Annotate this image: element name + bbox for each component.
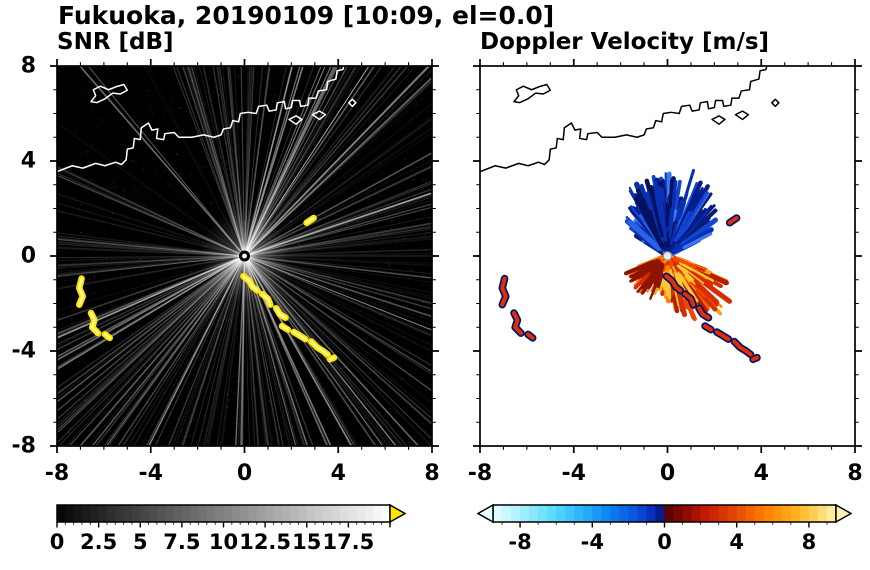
colorbar-tick-label: 0 [657, 530, 672, 554]
colorbar-tick-label: 7.5 [163, 530, 201, 554]
figure-title: Fukuoka, 20190109 [10:09, el=0.0] [58, 1, 555, 30]
x-tick-label: -4 [561, 461, 586, 486]
x-tick-label: 4 [753, 461, 769, 486]
y-axis-labels: -8 -4 0 4 8 [0, 54, 40, 459]
x-tick-label: 0 [659, 461, 676, 486]
y-tick-label: -4 [11, 338, 36, 364]
doppler-plot-canvas [467, 53, 868, 459]
snr-colorbar-labels: 0 2.5 5 7.5 10 12.5 15 17.5 [50, 530, 390, 562]
x-tick-label: -8 [44, 461, 70, 486]
x-tick-label: 8 [847, 461, 863, 486]
colorbar-tick-label: -4 [580, 530, 604, 554]
colorbar-tick-label: 5 [132, 530, 148, 554]
snr-colorbar [55, 503, 427, 531]
doppler-panel-title: Doppler Velocity [m/s] [480, 29, 770, 55]
colorbar-tick-label: 15 [292, 530, 322, 554]
doppler-colorbar-labels: -8 -4 0 4 8 [493, 530, 836, 562]
x-tick-label: 8 [424, 461, 440, 486]
snr-panel-title: SNR [dB] [57, 29, 174, 55]
y-tick-label: -8 [11, 433, 36, 459]
colorbar-tick-label: 4 [729, 530, 745, 554]
x-tick-label: -8 [467, 461, 493, 486]
colorbar-tick-label: -8 [508, 530, 532, 554]
x-tick-label: 4 [330, 461, 346, 486]
y-tick-label: 8 [20, 53, 36, 79]
x-tick-label: -4 [138, 461, 163, 486]
doppler-colorbar [474, 503, 855, 531]
x-tick-label: 0 [236, 461, 253, 486]
colorbar-tick-label: 2.5 [80, 530, 118, 554]
colorbar-tick-label: 8 [801, 530, 817, 554]
doppler-x-axis-labels: -8 -4 0 4 8 [468, 461, 863, 489]
colorbar-tick-label: 10 [208, 530, 239, 554]
colorbar-tick-label: 0 [49, 530, 65, 554]
snr-plot-canvas [44, 53, 445, 459]
y-tick-label: 0 [20, 243, 36, 269]
y-tick-label: 4 [20, 148, 36, 174]
colorbar-tick-label: 17.5 [322, 530, 375, 554]
colorbar-tick-label: 12.5 [239, 530, 292, 554]
snr-x-axis-labels: -8 -4 0 4 8 [45, 461, 440, 489]
